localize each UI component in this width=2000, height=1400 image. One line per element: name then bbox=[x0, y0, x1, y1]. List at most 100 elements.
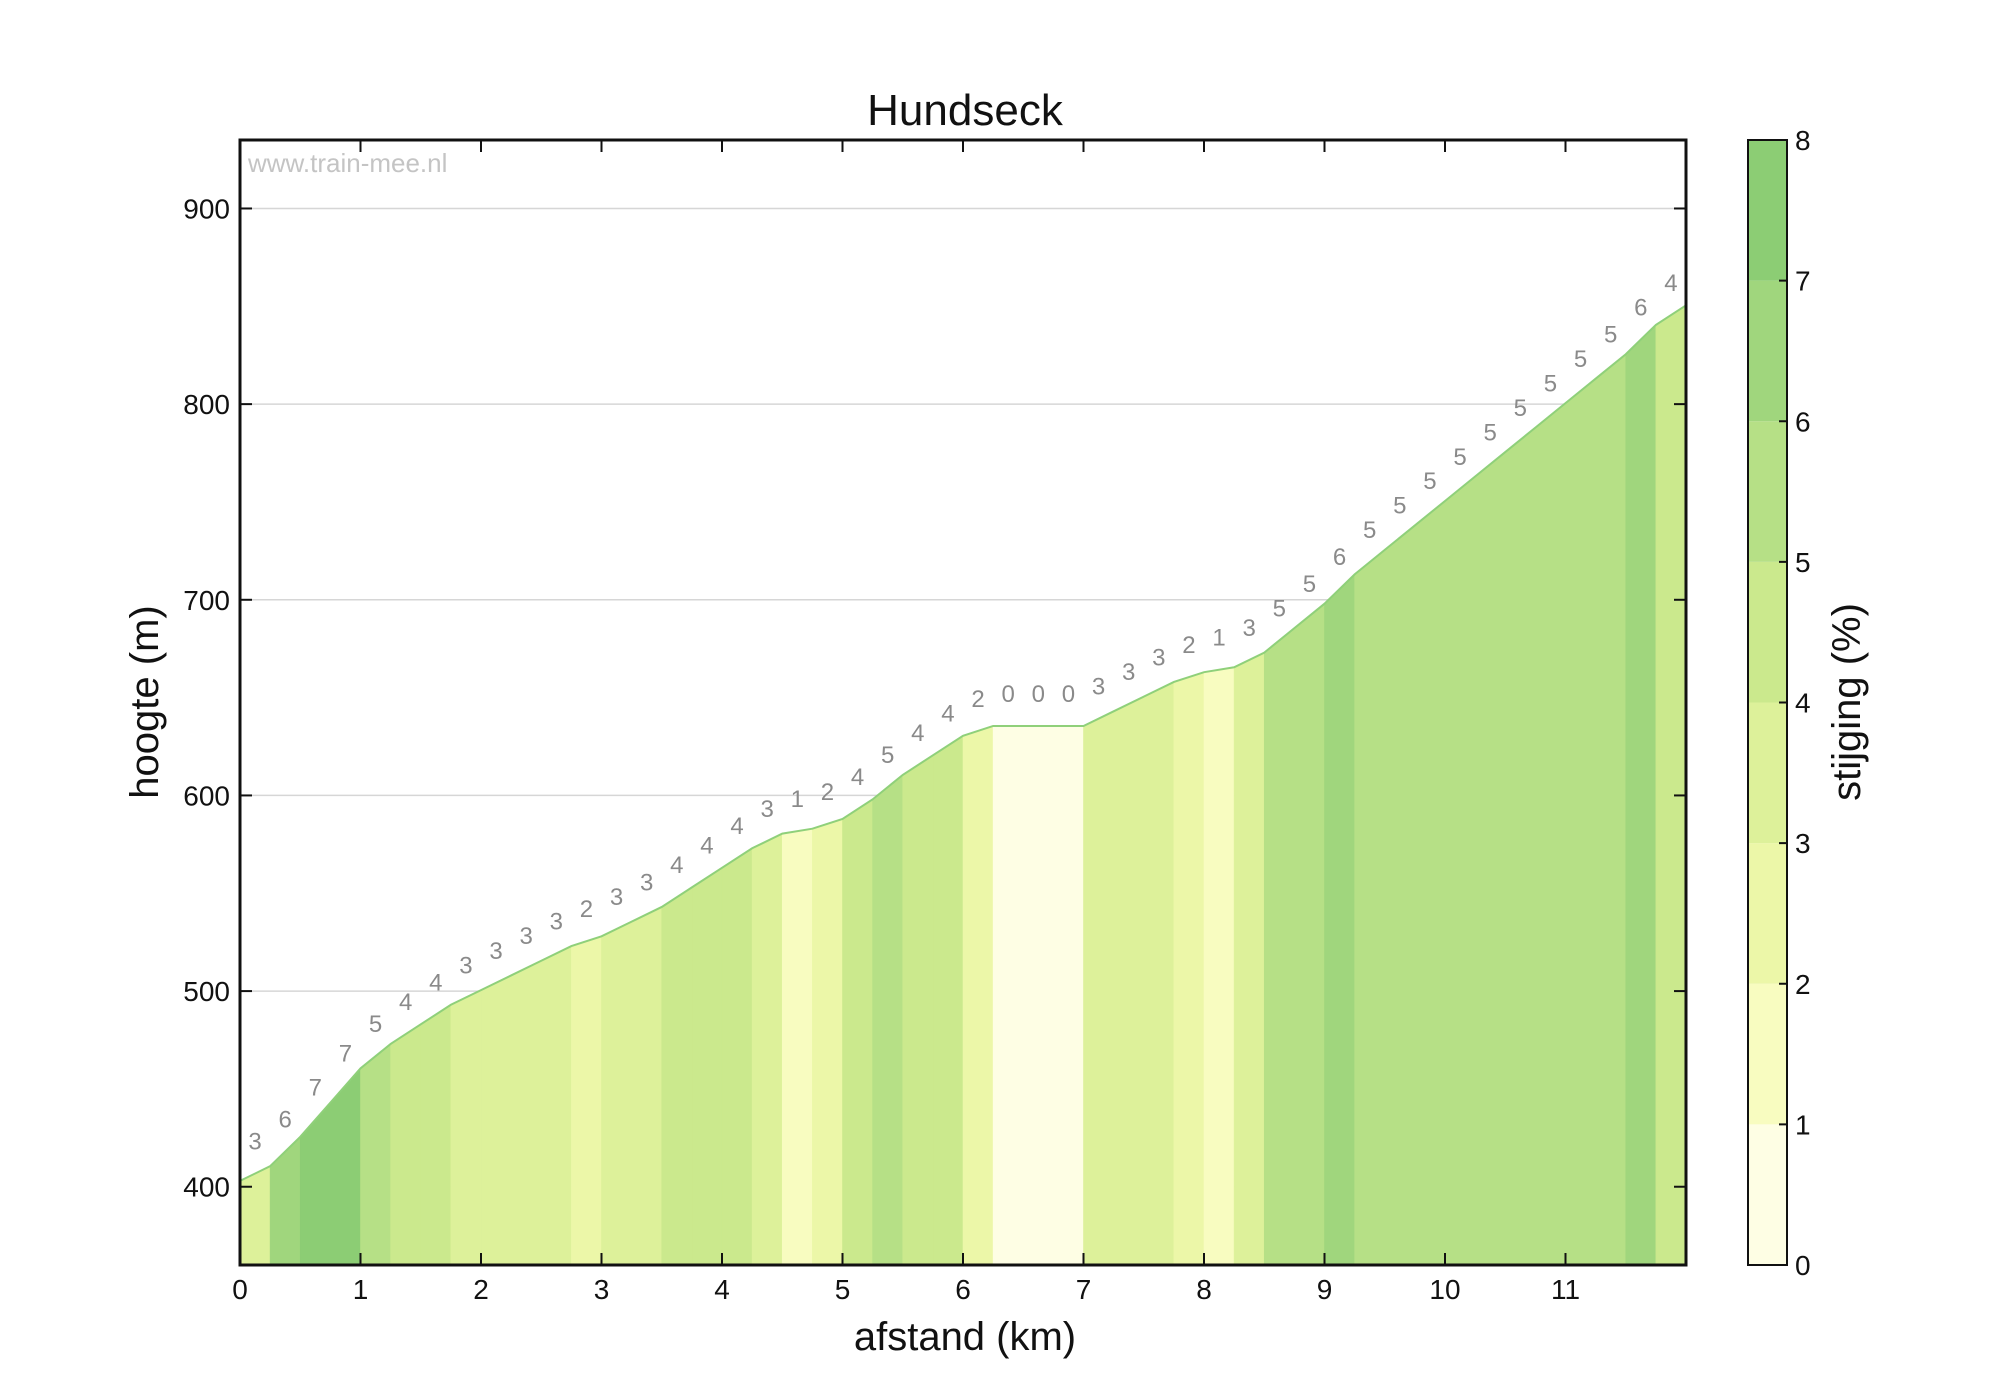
profile-segment bbox=[1263, 627, 1295, 1266]
profile-segment bbox=[781, 828, 813, 1266]
colorbar-title: stijging (%) bbox=[1825, 603, 1869, 801]
colorbar-band bbox=[1748, 983, 1787, 1125]
profile-segment bbox=[631, 906, 663, 1266]
grade-label: 5 bbox=[1273, 595, 1286, 622]
grade-label: 3 bbox=[550, 908, 563, 935]
y-tick-label: 700 bbox=[183, 585, 230, 616]
profile-segment bbox=[1233, 652, 1265, 1266]
grade-label: 5 bbox=[1453, 444, 1466, 471]
profile-segment bbox=[1655, 304, 1687, 1266]
colorbar-tick-label: 3 bbox=[1795, 828, 1811, 859]
y-tick-label: 600 bbox=[183, 780, 230, 811]
profile-segment bbox=[601, 921, 632, 1266]
profile-segment bbox=[269, 1136, 301, 1266]
colorbar: 0 1 2 3 4 5 6 7 8 bbox=[1747, 125, 1811, 1281]
grade-label: 5 bbox=[1484, 419, 1497, 446]
grade-label: 1 bbox=[1212, 625, 1225, 652]
grade-label: 5 bbox=[1544, 370, 1557, 397]
grade-label: 6 bbox=[279, 1107, 292, 1134]
grade-label: 1 bbox=[791, 786, 804, 813]
profile-segment bbox=[1143, 681, 1175, 1266]
x-tick-label: 0 bbox=[232, 1274, 248, 1305]
profile-segment bbox=[1083, 710, 1114, 1266]
profile-segment bbox=[390, 1023, 422, 1266]
profile-segment bbox=[420, 1004, 452, 1266]
profile-segment bbox=[360, 1043, 391, 1266]
colorbar-band bbox=[1748, 702, 1787, 844]
profile-segment bbox=[299, 1101, 331, 1266]
grade-label: 4 bbox=[911, 720, 924, 747]
grade-label: 3 bbox=[248, 1129, 261, 1156]
colorbar-tick-label: 6 bbox=[1795, 406, 1811, 437]
grade-label: 3 bbox=[761, 796, 774, 823]
x-tick-label: 4 bbox=[714, 1274, 730, 1305]
profile-segment bbox=[1324, 573, 1355, 1266]
x-axis-title: afstand (km) bbox=[854, 1315, 1076, 1359]
colorbar-tick-label: 5 bbox=[1795, 547, 1811, 578]
grade-label: 5 bbox=[1604, 321, 1617, 348]
profile-segment bbox=[902, 754, 934, 1266]
profile-segment bbox=[721, 847, 753, 1266]
profile-segment bbox=[239, 1165, 271, 1266]
grade-label: 3 bbox=[640, 869, 653, 896]
grade-label: 5 bbox=[1363, 517, 1376, 544]
grade-label: 3 bbox=[489, 938, 502, 965]
x-tick-label: 6 bbox=[955, 1274, 971, 1305]
profile-segment bbox=[480, 974, 512, 1266]
profile-segment bbox=[510, 960, 542, 1266]
colorbar-tick-label: 4 bbox=[1795, 688, 1811, 719]
profile-segment bbox=[1354, 549, 1386, 1266]
grade-label: 2 bbox=[580, 896, 593, 923]
y-tick-label: 800 bbox=[183, 389, 230, 420]
grade-label: 3 bbox=[1243, 615, 1256, 642]
profile-segment bbox=[1203, 666, 1235, 1266]
grade-label: 3 bbox=[1122, 659, 1135, 686]
y-axis-title: hoogte (m) bbox=[123, 605, 167, 798]
grade-label: 4 bbox=[429, 970, 442, 997]
x-tick-label: 5 bbox=[835, 1274, 851, 1305]
grade-label: 2 bbox=[1182, 632, 1195, 659]
profile-segment bbox=[872, 774, 904, 1266]
grade-label: 6 bbox=[1634, 295, 1647, 322]
grade-label: 4 bbox=[1664, 270, 1677, 297]
x-tick-label: 1 bbox=[353, 1274, 369, 1305]
grade-label: 5 bbox=[881, 742, 894, 769]
grade-label: 3 bbox=[520, 923, 533, 950]
profile-segment bbox=[571, 935, 602, 1266]
grade-label: 4 bbox=[700, 833, 713, 860]
grade-label: 0 bbox=[1002, 681, 1015, 708]
x-tick-label: 9 bbox=[1317, 1274, 1333, 1305]
y-tick-label: 900 bbox=[183, 193, 230, 224]
x-tick-label: 8 bbox=[1196, 1274, 1212, 1305]
profile-segment bbox=[540, 945, 572, 1266]
grade-label: 2 bbox=[971, 686, 984, 713]
grade-label: 5 bbox=[369, 1011, 382, 1038]
y-tick-label: 500 bbox=[183, 976, 230, 1007]
grade-label: 2 bbox=[821, 779, 834, 806]
colorbar-band bbox=[1748, 280, 1787, 422]
profile-segment bbox=[1625, 324, 1657, 1266]
grade-label: 4 bbox=[941, 701, 954, 728]
colorbar-tick-label: 2 bbox=[1795, 969, 1811, 1000]
profile-segment bbox=[1535, 402, 1566, 1266]
profile-segment bbox=[1595, 353, 1627, 1266]
profile-segment bbox=[1414, 500, 1446, 1266]
profile-segment bbox=[751, 833, 783, 1266]
grade-label: 4 bbox=[670, 852, 683, 879]
colorbar-band bbox=[1748, 1124, 1787, 1265]
profile-segment bbox=[1504, 426, 1536, 1266]
profile-segment bbox=[1053, 725, 1084, 1266]
x-tick-label: 3 bbox=[594, 1274, 610, 1305]
colorbar-band bbox=[1748, 421, 1787, 562]
grade-label: 4 bbox=[851, 764, 864, 791]
grade-label: 5 bbox=[1423, 468, 1436, 495]
grade-label: 7 bbox=[339, 1040, 352, 1067]
colorbar-band bbox=[1748, 843, 1787, 984]
watermark-text: www.train-mee.nl bbox=[247, 148, 447, 178]
colorbar-tick-label: 0 bbox=[1795, 1250, 1811, 1281]
grade-label: 3 bbox=[610, 884, 623, 911]
profile-segment bbox=[450, 989, 482, 1266]
